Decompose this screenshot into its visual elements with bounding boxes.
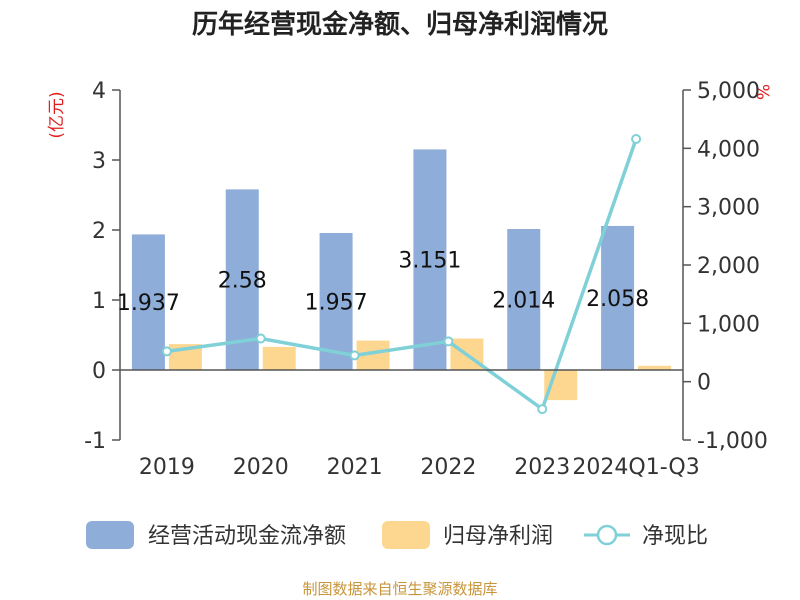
legend-label-net-profit: 归母净利润 <box>443 524 553 549</box>
x-axis-tick-label: 2019 <box>139 455 195 480</box>
data-labels: 1.937 2.58 1.957 3.151 2.014 2.058 <box>117 249 649 316</box>
bar-data-label: 2.58 <box>218 269 267 294</box>
ratio-point <box>161 346 172 357</box>
bar-cash-flow <box>601 225 635 370</box>
bar-cash-flow <box>413 149 447 370</box>
x-axis-tick-label: 2021 <box>327 455 383 480</box>
left-axis-tick-label: 4 <box>92 79 106 104</box>
ratio-point <box>255 333 266 344</box>
bar-net-profit <box>638 365 672 370</box>
bar-data-label: 2.058 <box>586 287 649 312</box>
right-axis-tick-label: 4,000 <box>697 137 760 162</box>
bar-cash-flow <box>507 229 541 370</box>
right-axis-tick-label: 1,000 <box>697 312 760 337</box>
bar-cash-flow <box>319 233 353 370</box>
ratio-point <box>537 404 548 415</box>
left-axis-tick-label: 1 <box>92 289 106 314</box>
data-source: 制图数据来自恒生聚源数据库 <box>302 580 497 598</box>
x-axis: 2019 2020 2021 2022 2023 2024Q1-Q3 <box>120 369 700 480</box>
right-axis-tick-label: 2,000 <box>697 254 760 279</box>
x-axis-tick-label: 2024Q1-Q3 <box>572 455 699 480</box>
ratio-line-path <box>166 138 638 412</box>
right-axis-tick-label: 5,000 <box>697 79 760 104</box>
x-axis-tick-label: 2023 <box>514 455 570 480</box>
bar-data-label: 1.937 <box>117 291 180 316</box>
legend-label-ratio: 净现比 <box>642 524 708 549</box>
bar-data-label: 2.014 <box>492 289 555 314</box>
ratio-point <box>349 350 360 361</box>
bar-cash-flow <box>131 234 165 370</box>
left-axis-tick-label: 2 <box>92 219 106 244</box>
ratio-line <box>161 134 642 415</box>
left-axis-tick-label: 0 <box>92 359 106 384</box>
left-axis: 4 3 2 1 0 -1 <box>84 79 121 454</box>
legend: 经营活动现金流净额 归母净利润 净现比 <box>86 521 708 549</box>
legend-swatch-ratio-marker <box>596 524 618 546</box>
bar-data-label: 1.957 <box>305 291 368 316</box>
right-axis-tick-label: 3,000 <box>697 196 760 221</box>
left-axis-unit: (亿元) <box>47 91 67 138</box>
bar-net-profit <box>262 346 296 370</box>
left-axis-tick-label: -1 <box>84 429 106 454</box>
legend-swatch-cash-flow <box>86 521 134 549</box>
right-axis-tick-label: 0 <box>697 371 711 396</box>
legend-label-cash-flow: 经营活动现金流净额 <box>148 524 346 549</box>
bar-data-label: 3.151 <box>398 249 461 274</box>
left-axis-tick-label: 3 <box>92 149 106 174</box>
right-axis-unit: % <box>752 84 772 100</box>
right-axis-tick-label: -1,000 <box>697 429 768 454</box>
x-axis-tick-label: 2020 <box>233 455 289 480</box>
ratio-point <box>631 134 642 144</box>
x-axis-tick-label: 2022 <box>420 455 476 480</box>
chart-title: 历年经营现金净额、归母净利润情况 <box>192 9 608 40</box>
ratio-point <box>443 336 454 347</box>
right-axis: 5,000 4,000 3,000 2,000 1,000 0 -1,000 <box>682 79 768 454</box>
legend-swatch-net-profit <box>382 521 430 549</box>
